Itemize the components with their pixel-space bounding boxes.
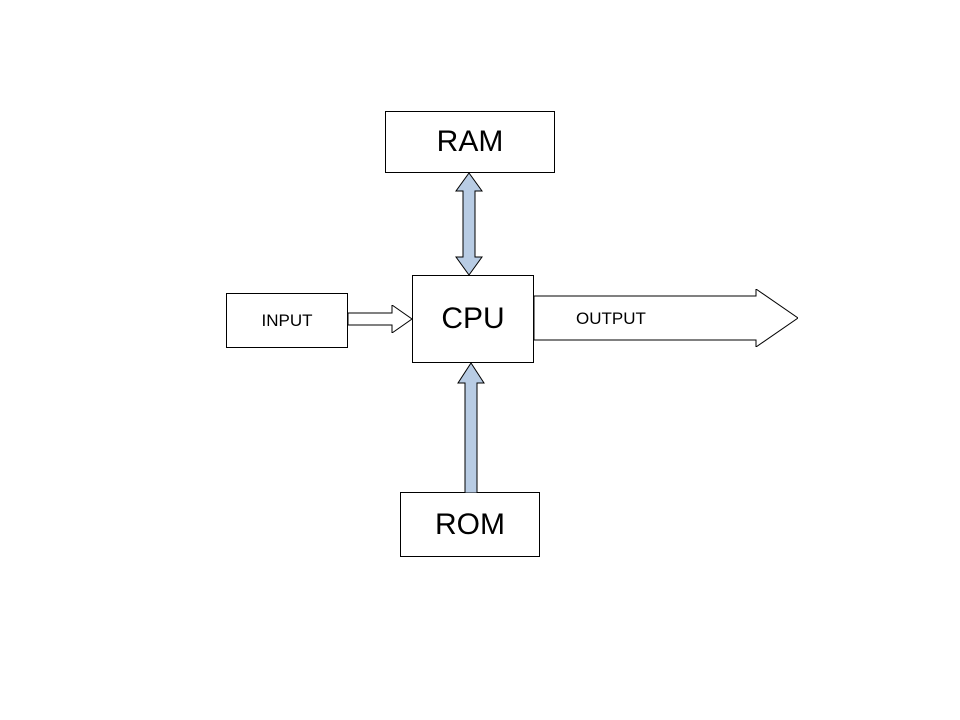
cpu-label: CPU bbox=[441, 302, 504, 336]
ram-cpu-arrow-icon bbox=[454, 173, 484, 275]
input-cpu-arrow-icon bbox=[348, 305, 412, 333]
cpu-box: CPU bbox=[412, 275, 534, 363]
input-label: INPUT bbox=[262, 311, 313, 331]
cpu-output-arrow-icon bbox=[534, 289, 798, 347]
ram-box: RAM bbox=[385, 111, 555, 173]
rom-box: ROM bbox=[400, 492, 540, 557]
ram-label: RAM bbox=[437, 125, 504, 159]
output-label: OUTPUT bbox=[576, 309, 646, 329]
rom-label: ROM bbox=[435, 508, 505, 542]
input-box: INPUT bbox=[226, 293, 348, 348]
rom-cpu-arrow-icon bbox=[456, 363, 486, 493]
